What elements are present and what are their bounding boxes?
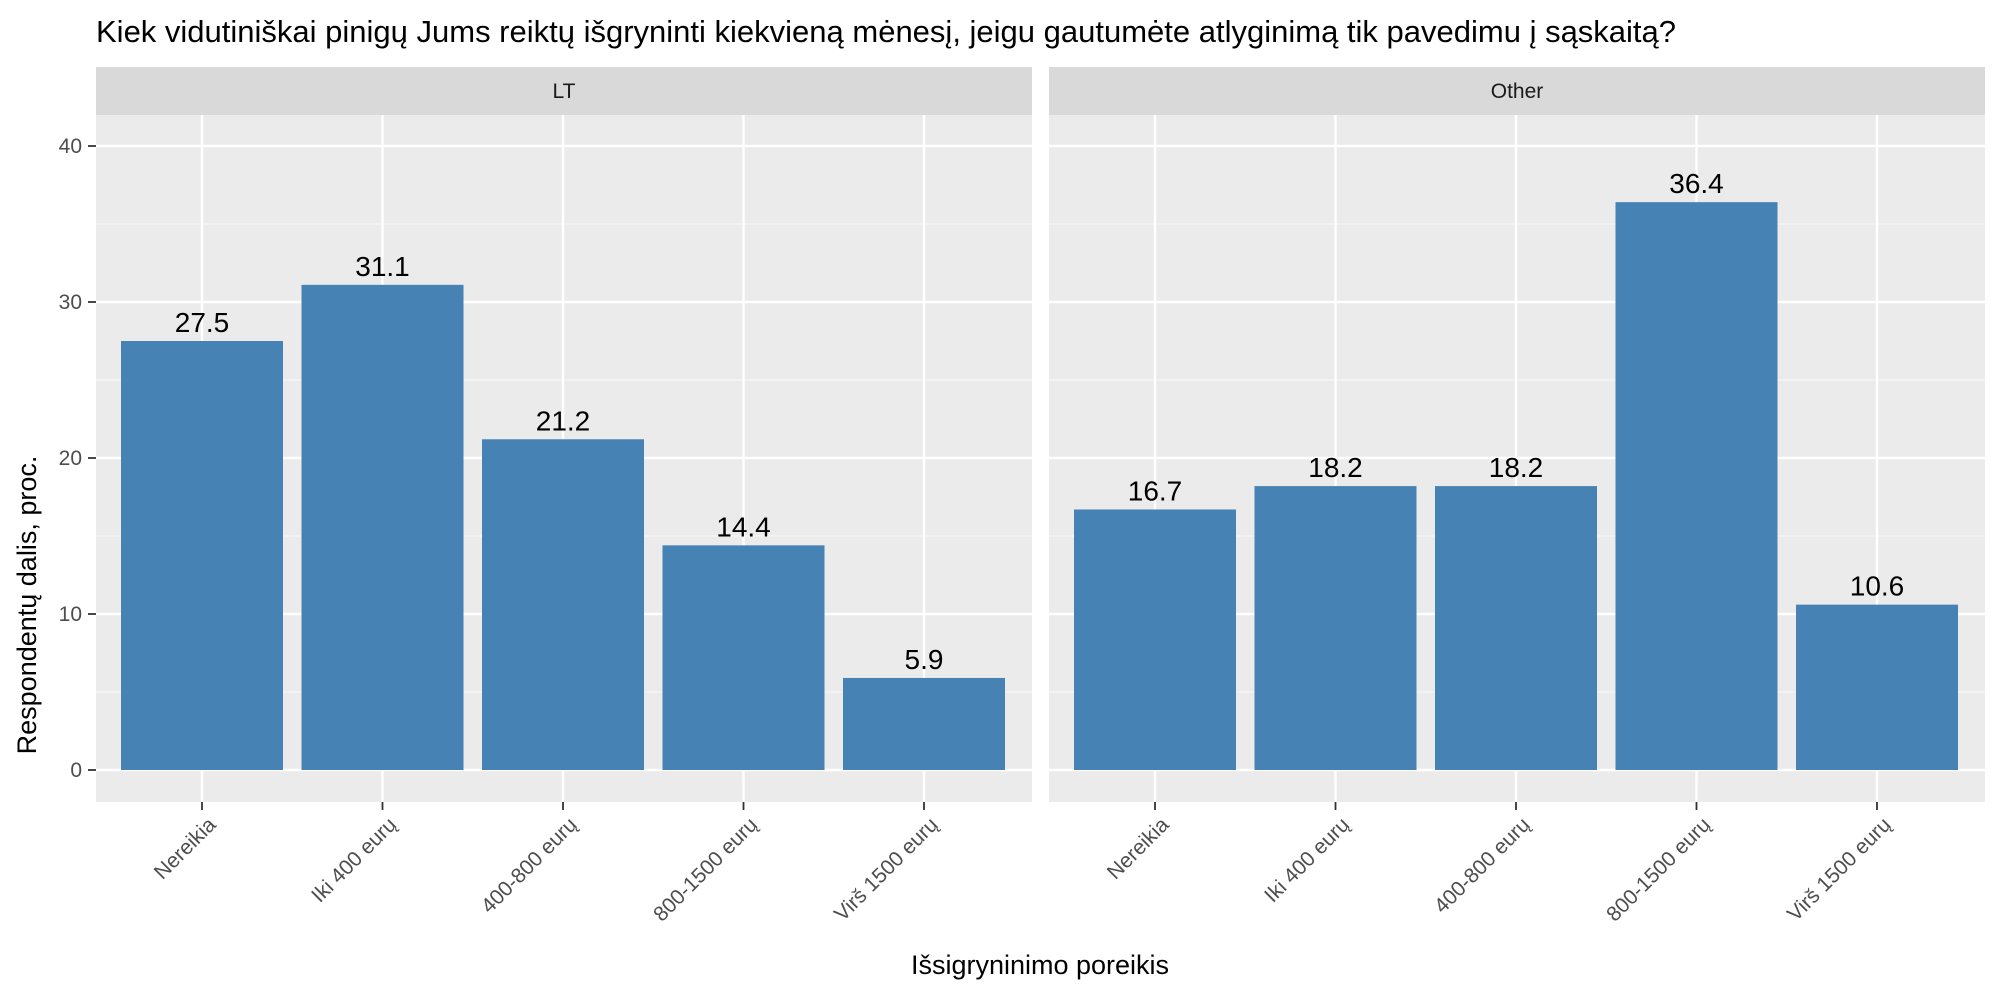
facet-strip-label: LT [553, 80, 576, 103]
y-axis-title: Respondentų dalis, proc. [12, 456, 42, 755]
x-axis-title: Išsigryninimo poreikis [911, 950, 1169, 980]
data-label: 21.2 [536, 405, 591, 436]
x-tick-label: Iki 400 eurų [307, 813, 401, 907]
y-tick-label: 40 [59, 135, 82, 158]
facet-strip-label: Other [1491, 80, 1544, 103]
y-axis: 0 10 20 30 40 [59, 135, 96, 782]
data-label: 5.9 [905, 644, 944, 675]
x-tick-label: Nereikia [1103, 813, 1174, 884]
bar-other-0 [1074, 509, 1236, 770]
y-tick-label: 10 [59, 603, 82, 626]
x-tick-label: 800-1500 eurų [649, 813, 762, 926]
data-label: 10.6 [1850, 571, 1905, 602]
bar-lt-0 [121, 341, 283, 770]
data-label: 14.4 [716, 511, 771, 542]
panel-lt: LT 27.5 31.1 21.2 14.4 5.9 Nereikia Iki 400 eur… [96, 67, 1032, 926]
chart-panels: LT 27.5 31.1 21.2 14.4 5.9 Nereikia Iki 400 eur… [96, 67, 1985, 926]
y-tick-label: 20 [59, 447, 82, 470]
x-tick-label: 800-1500 eurų [1602, 813, 1715, 926]
data-label: 18.2 [1308, 452, 1363, 483]
bar-other-1 [1254, 486, 1417, 770]
facet-strip [1049, 67, 1985, 115]
panel-other: Other 16.7 18.2 18.2 36.4 10.6 Nereikia Iki 400… [1049, 67, 1985, 926]
x-tick-label: Virš 1500 eurų [830, 813, 943, 926]
x-tick-label: 400-800 eurų [1430, 813, 1535, 918]
x-tick-label: Virš 1500 eurų [1783, 813, 1896, 926]
bar-lt-4 [843, 677, 1005, 770]
data-label: 36.4 [1669, 168, 1724, 199]
data-label: 16.7 [1128, 475, 1183, 506]
x-tick-label: Iki 400 eurų [1260, 813, 1354, 907]
y-tick-label: 0 [70, 759, 82, 782]
bar-other-4 [1796, 604, 1958, 770]
bar-lt-3 [662, 545, 825, 770]
data-label: 27.5 [175, 307, 230, 338]
bar-lt-1 [301, 284, 464, 770]
x-tick-label: 400-800 eurų [477, 813, 582, 918]
bar-lt-2 [482, 439, 644, 770]
bar-other-3 [1615, 202, 1778, 770]
data-label: 18.2 [1489, 452, 1544, 483]
facet-strip [96, 67, 1032, 115]
bar-other-2 [1435, 486, 1597, 770]
data-label: 31.1 [355, 251, 410, 282]
chart-title: Kiek vidutiniškai pinigų Jums reiktų išg… [96, 14, 1676, 49]
y-tick-label: 30 [59, 291, 82, 314]
x-tick-label: Nereikia [150, 813, 221, 884]
